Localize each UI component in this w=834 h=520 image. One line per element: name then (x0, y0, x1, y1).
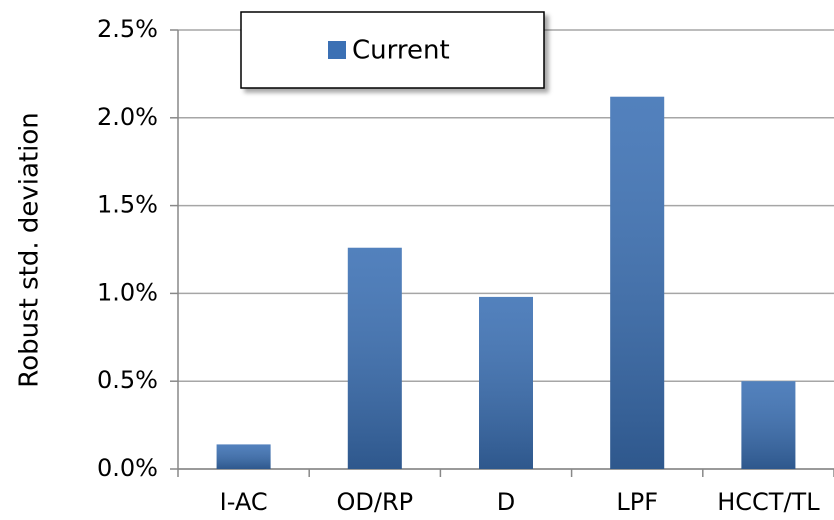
x-tick-label: LPF (616, 488, 658, 516)
bar-shade (741, 381, 796, 469)
bar-shade (347, 247, 402, 469)
x-tick-label: I-AC (220, 488, 268, 516)
legend-swatch (328, 41, 346, 59)
y-tick-label: 0.0% (97, 454, 158, 482)
x-tick-label: HCCT/TL (717, 488, 820, 516)
y-tick-label: 0.5% (97, 366, 158, 394)
y-axis-label: Robust std. deviation (15, 112, 45, 387)
y-tick-label: 1.0% (97, 278, 158, 306)
x-tick-label: D (497, 488, 515, 516)
legend-box (240, 11, 545, 89)
bar-shade (610, 96, 665, 469)
bar-shade (216, 444, 271, 469)
bar-shade (479, 296, 533, 469)
y-tick-label: 1.5% (97, 191, 158, 219)
y-tick-label: 2.0% (97, 103, 158, 131)
x-tick-label: OD/RP (336, 488, 413, 516)
legend-label: Current (352, 36, 450, 66)
y-tick-label: 2.5% (97, 15, 158, 43)
